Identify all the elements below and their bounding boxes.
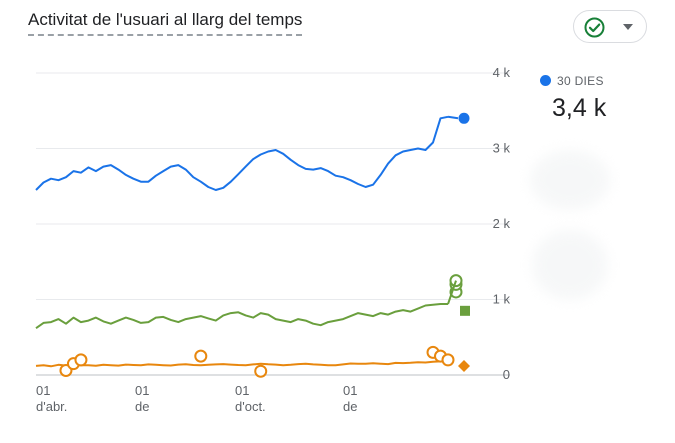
x-tick-label: d'oct. xyxy=(235,399,266,414)
caret-down-icon xyxy=(623,24,633,30)
anomaly-marker xyxy=(74,353,88,367)
series-line xyxy=(35,303,448,330)
x-tick-label: 01 xyxy=(235,383,249,398)
anomaly-marker xyxy=(194,349,208,363)
x-tick-label: 01 xyxy=(36,383,50,398)
x-tick-label: 01 xyxy=(343,383,357,398)
y-tick-label: 1 k xyxy=(493,292,511,307)
y-tick-label: 0 xyxy=(503,367,510,382)
anomaly-marker xyxy=(254,364,268,378)
series-line-end xyxy=(447,115,459,120)
x-tick-label: 01 xyxy=(135,383,149,398)
series-line-end xyxy=(447,280,457,305)
blurred-placeholder xyxy=(530,150,610,210)
series-end-marker xyxy=(458,359,470,372)
series-end-marker xyxy=(460,305,470,316)
legend-value: 3,4 k xyxy=(552,94,607,122)
chart-title: Activitat de l'usuari al llarg del temps xyxy=(28,10,303,36)
y-tick-label: 3 k xyxy=(493,141,511,156)
series-end-marker xyxy=(458,112,470,124)
blurred-placeholder xyxy=(532,230,608,300)
legend-dot xyxy=(540,75,551,86)
y-tick-label: 4 k xyxy=(493,65,511,80)
x-tick-label: de xyxy=(135,399,149,414)
legend-label: 30 DIES xyxy=(557,74,604,88)
x-tick-label: d'abr. xyxy=(36,399,67,414)
y-tick-label: 2 k xyxy=(493,216,511,231)
status-menu-button[interactable] xyxy=(573,10,647,43)
anomaly-marker xyxy=(441,353,455,367)
check-circle-icon xyxy=(584,17,605,43)
series-line xyxy=(35,359,449,368)
x-tick-label: de xyxy=(343,399,357,414)
series-line xyxy=(35,115,449,191)
